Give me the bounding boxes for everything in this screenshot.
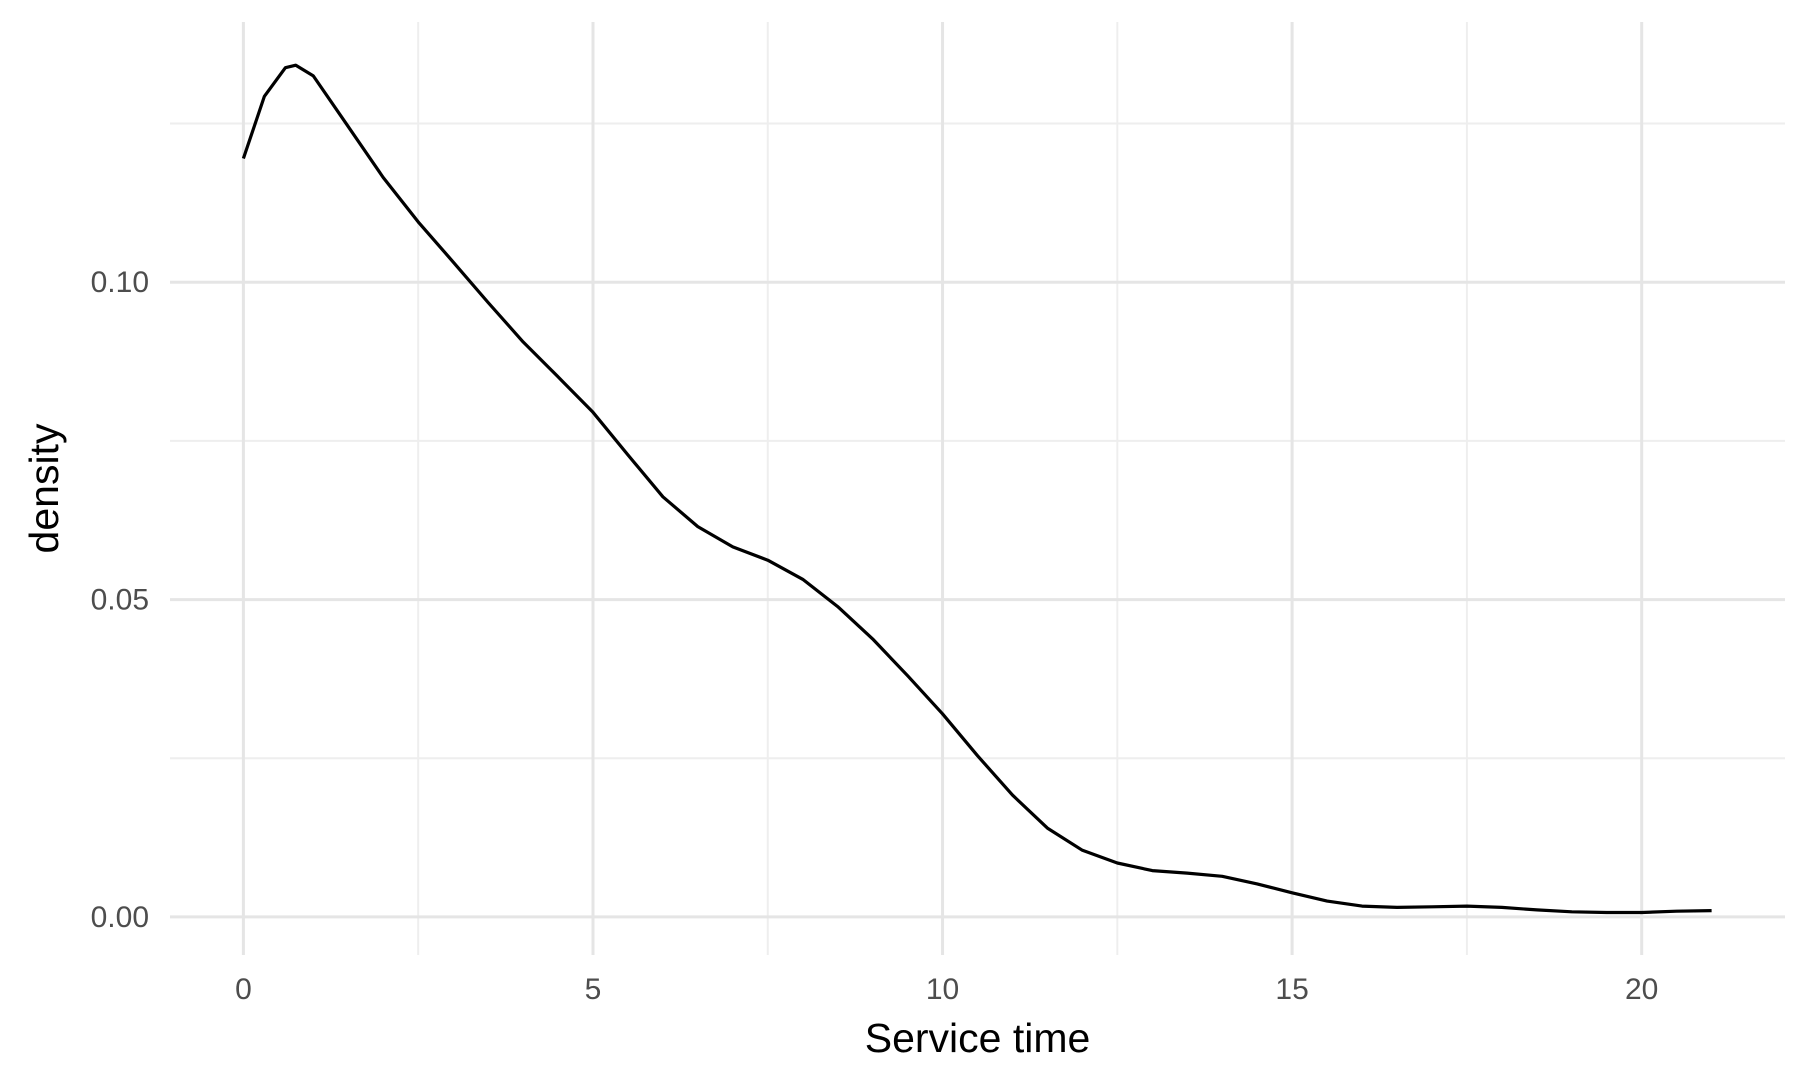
x-tick-labels: 0 5 10 15 20 [235,973,1658,1006]
density-curve [241,63,1712,915]
x-tick-label: 15 [1275,973,1308,1006]
y-tick-label: 0.10 [91,266,149,299]
x-axis-title: Service time [865,1015,1091,1061]
series-layer [241,63,1712,915]
x-tick-label: 5 [585,973,602,1006]
x-tick-label: 20 [1625,973,1658,1006]
y-tick-labels: 0.00 0.05 0.10 [91,266,149,934]
x-tick-label: 10 [926,973,959,1006]
y-tick-label: 0.05 [91,584,149,617]
y-axis-title: density [21,423,67,553]
x-tick-label: 0 [235,973,252,1006]
y-tick-label: 0.00 [91,901,149,934]
minor-gridlines [170,22,1785,955]
major-gridlines [170,22,1785,955]
